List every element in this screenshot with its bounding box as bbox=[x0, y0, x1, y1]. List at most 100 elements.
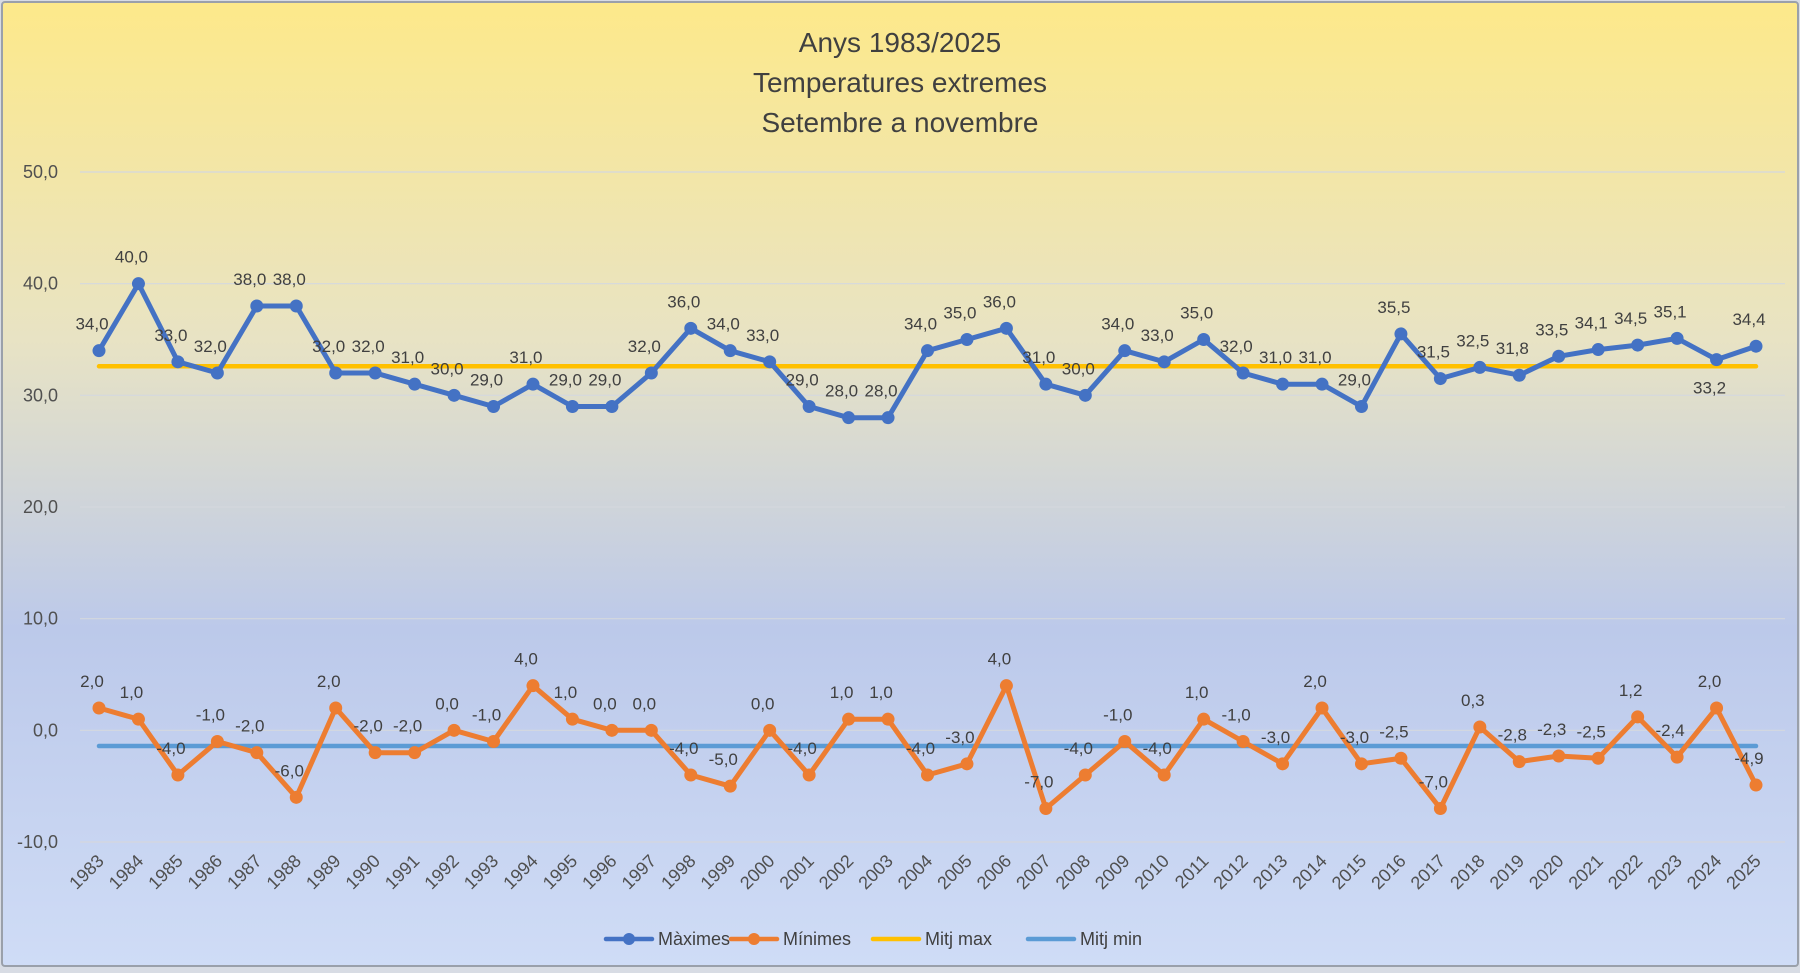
data-label-m-nimes: -2,0 bbox=[235, 717, 264, 736]
legend-item-label: Mitj max bbox=[925, 929, 992, 949]
data-label-m-ximes: 34,0 bbox=[1101, 315, 1134, 334]
data-label-m-nimes: -3,0 bbox=[1340, 728, 1369, 747]
data-point-m-nimes bbox=[131, 712, 145, 726]
data-point-m-ximes bbox=[210, 366, 224, 380]
data-point-m-ximes bbox=[1197, 333, 1211, 346]
data-point-m-ximes bbox=[1670, 331, 1684, 345]
data-label-m-nimes: 1,0 bbox=[830, 683, 854, 702]
data-point-m-nimes bbox=[1394, 751, 1408, 765]
data-label-m-nimes: 2,0 bbox=[317, 672, 341, 691]
y-tick-label: 40,0 bbox=[23, 274, 58, 294]
data-label-m-nimes: -7,0 bbox=[1024, 773, 1053, 792]
data-label-m-ximes: 29,0 bbox=[549, 371, 582, 390]
data-label-m-ximes: 29,0 bbox=[786, 371, 819, 390]
data-point-m-ximes bbox=[1433, 372, 1447, 386]
data-point-m-nimes bbox=[1078, 768, 1092, 782]
y-tick-label: 10,0 bbox=[23, 609, 58, 629]
data-point-m-ximes bbox=[1749, 339, 1763, 353]
data-label-m-ximes: 35,5 bbox=[1377, 298, 1410, 317]
data-label-m-ximes: 34,5 bbox=[1614, 309, 1647, 328]
data-point-m-nimes bbox=[1512, 755, 1526, 769]
data-label-m-ximes: 33,2 bbox=[1693, 379, 1726, 398]
data-label-m-ximes: 34,4 bbox=[1732, 310, 1765, 329]
data-label-m-ximes: 30,0 bbox=[1062, 359, 1095, 378]
data-label-m-nimes: 1,0 bbox=[554, 683, 578, 702]
data-point-m-ximes bbox=[1118, 344, 1132, 358]
data-point-m-nimes bbox=[1433, 802, 1447, 815]
data-point-m-ximes bbox=[684, 321, 698, 335]
data-label-m-nimes: -4,9 bbox=[1734, 749, 1763, 768]
data-point-m-ximes bbox=[881, 411, 895, 425]
data-point-m-nimes bbox=[1354, 757, 1368, 771]
data-point-m-ximes bbox=[329, 366, 343, 380]
data-point-m-ximes bbox=[1276, 377, 1290, 391]
data-label-m-ximes: 38,0 bbox=[273, 270, 306, 289]
data-label-m-nimes: 0,0 bbox=[435, 694, 459, 713]
data-point-m-ximes bbox=[802, 400, 816, 413]
data-point-m-nimes bbox=[289, 790, 303, 804]
data-point-m-nimes bbox=[960, 757, 974, 771]
y-tick-label: 50,0 bbox=[23, 162, 58, 182]
data-label-m-nimes: -2,0 bbox=[393, 717, 422, 736]
data-label-m-ximes: 34,0 bbox=[904, 315, 937, 334]
data-label-m-ximes: 32,0 bbox=[194, 337, 227, 356]
data-label-m-ximes: 38,0 bbox=[233, 270, 266, 289]
data-point-m-ximes bbox=[368, 366, 382, 380]
data-label-m-nimes: -1,0 bbox=[196, 706, 225, 725]
data-label-m-ximes: 36,0 bbox=[983, 292, 1016, 311]
data-label-m-ximes: 33,0 bbox=[154, 326, 187, 345]
legend-swatch-marker bbox=[623, 933, 635, 945]
data-label-m-nimes: 1,0 bbox=[869, 683, 893, 702]
data-label-m-ximes: 31,0 bbox=[1298, 348, 1331, 367]
data-label-m-ximes: 32,0 bbox=[1220, 337, 1253, 356]
chart-title-line: Anys 1983/2025 bbox=[799, 27, 1001, 58]
data-point-m-ximes bbox=[1157, 355, 1171, 369]
data-label-m-ximes: 31,0 bbox=[1022, 348, 1055, 367]
data-point-m-nimes bbox=[526, 679, 540, 693]
data-point-m-nimes bbox=[723, 779, 737, 793]
data-label-m-ximes: 28,0 bbox=[865, 382, 898, 401]
data-point-m-ximes bbox=[565, 400, 579, 413]
legend-item-label: Mínimes bbox=[783, 929, 851, 949]
data-point-m-nimes bbox=[1197, 712, 1211, 726]
data-point-m-ximes bbox=[1473, 360, 1487, 374]
data-label-m-nimes: -3,0 bbox=[945, 728, 974, 747]
gridlines bbox=[80, 171, 1785, 843]
series bbox=[92, 277, 1763, 815]
data-label-m-nimes: 2,0 bbox=[1303, 672, 1327, 691]
data-point-m-ximes bbox=[723, 344, 737, 358]
data-point-m-nimes bbox=[565, 712, 579, 726]
data-point-m-nimes bbox=[329, 701, 343, 715]
data-point-m-nimes bbox=[1631, 710, 1645, 724]
data-label-m-ximes: 31,0 bbox=[509, 348, 542, 367]
data-label-m-nimes: 2,0 bbox=[80, 672, 104, 691]
data-point-m-ximes bbox=[1039, 377, 1053, 391]
legend-item-label: Mitj min bbox=[1080, 929, 1142, 949]
data-point-m-nimes bbox=[1236, 735, 1250, 748]
data-label-m-nimes: -4,0 bbox=[906, 739, 935, 758]
data-point-m-nimes bbox=[250, 746, 264, 760]
data-point-m-ximes bbox=[447, 388, 461, 402]
data-label-m-nimes: -1,0 bbox=[1103, 706, 1132, 725]
data-point-m-ximes bbox=[1552, 349, 1566, 363]
data-point-m-nimes bbox=[1315, 701, 1329, 715]
data-label-m-nimes: -3,0 bbox=[1261, 728, 1290, 747]
data-point-m-nimes bbox=[1710, 701, 1724, 715]
data-point-m-ximes bbox=[526, 377, 540, 391]
y-tick-label: 20,0 bbox=[23, 497, 58, 517]
data-point-m-nimes bbox=[92, 701, 106, 715]
data-label-m-ximes: 32,0 bbox=[312, 337, 345, 356]
data-label-m-nimes: -4,0 bbox=[669, 739, 698, 758]
data-point-m-ximes bbox=[171, 355, 185, 369]
data-point-m-nimes bbox=[1118, 735, 1132, 748]
data-point-m-ximes bbox=[763, 355, 777, 369]
data-point-m-ximes bbox=[842, 411, 856, 425]
data-label-m-ximes: 29,0 bbox=[588, 371, 621, 390]
y-tick-label: 0,0 bbox=[33, 720, 58, 740]
data-point-m-ximes bbox=[92, 344, 106, 358]
data-label-m-ximes: 35,1 bbox=[1654, 302, 1687, 321]
data-point-m-nimes bbox=[684, 768, 698, 782]
data-label-m-nimes: -2,5 bbox=[1577, 722, 1606, 741]
